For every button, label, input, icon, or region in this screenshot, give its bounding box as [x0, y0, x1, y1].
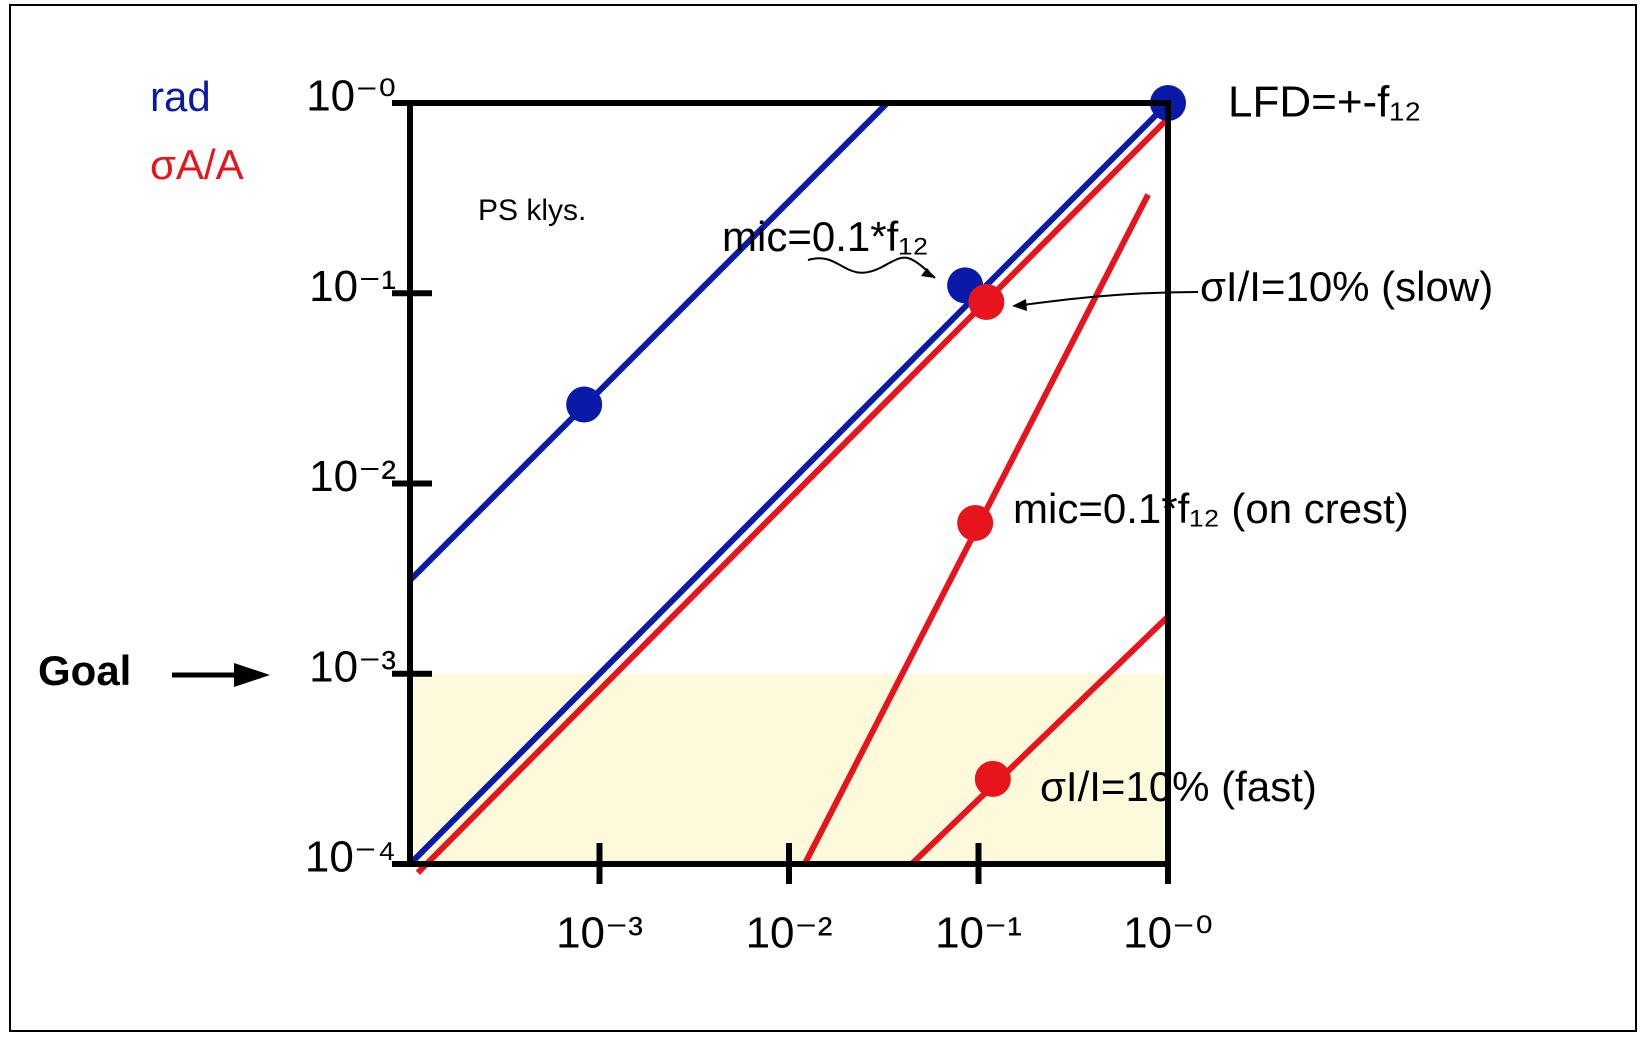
marker	[566, 386, 603, 423]
y-tick-label: 10⁻⁴	[305, 833, 396, 882]
legend-label: rad	[150, 73, 211, 120]
annotation: σI/I=10% (fast)	[1040, 763, 1317, 810]
line	[415, 116, 1171, 875]
x-tick-label: 10⁻³	[556, 909, 643, 958]
goal-region	[410, 673, 1168, 864]
annotation: LFD=+-f₁₂	[1228, 78, 1421, 127]
y-tick-label: 10⁻²	[309, 452, 396, 501]
annotation: σI/I=10% (slow)	[1200, 263, 1493, 310]
line	[909, 614, 1171, 867]
marker	[974, 760, 1011, 797]
line	[407, 100, 1171, 867]
x-tick-label: 10⁻¹	[935, 909, 1022, 958]
annotation: mic=0.1*f₁₂ (on crest)	[1013, 485, 1409, 532]
legend-label: σA/A	[150, 141, 244, 188]
y-tick-label: 10⁻⁰	[306, 72, 396, 121]
x-tick-label: 10⁻²	[746, 909, 833, 958]
arrow-head	[1012, 299, 1027, 311]
arrow-head	[234, 663, 270, 687]
marker	[968, 283, 1005, 320]
x-tick-label: 10⁻⁰	[1123, 909, 1213, 958]
y-tick-label: 10⁻³	[309, 642, 396, 691]
annotation: PS klys.	[478, 194, 586, 227]
line	[407, 100, 890, 583]
callout-arrow	[807, 256, 936, 279]
goal-label: Goal	[38, 647, 131, 694]
annotation: mic=0.1*f₁₂	[722, 213, 929, 260]
y-tick-label: 10⁻¹	[309, 262, 396, 311]
marker	[957, 504, 994, 541]
arrow-head	[921, 268, 935, 278]
callout-arrow	[1014, 291, 1199, 307]
